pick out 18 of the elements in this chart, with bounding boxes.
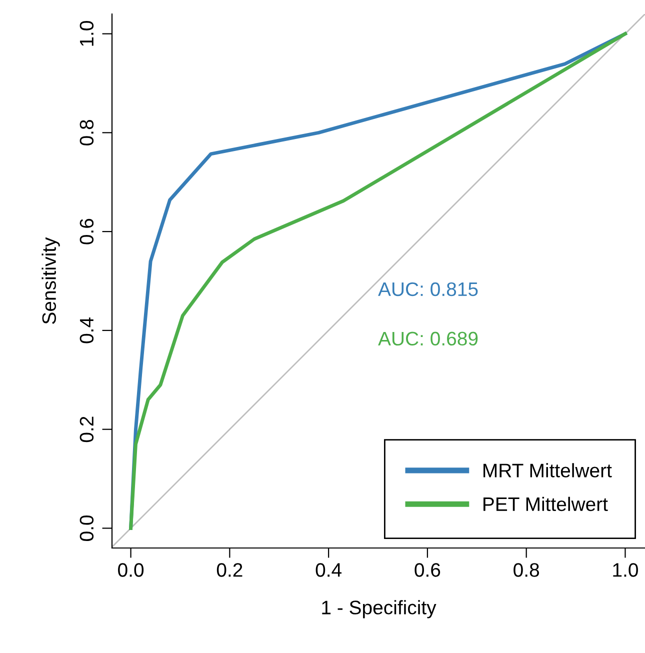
- y-tick-label: 1.0: [80, 21, 94, 46]
- y-tick-label: 0.4: [80, 317, 94, 344]
- x-axis-title: 1 - Specificity: [322, 600, 436, 618]
- x-tick-label: 0.8: [514, 563, 540, 577]
- annotation: AUC: 0.689: [378, 332, 478, 346]
- x-tick-label: 0.4: [316, 563, 342, 577]
- y-tick-label: 0.0: [80, 515, 94, 541]
- legend-label: PET Mittelwert: [484, 496, 608, 512]
- y-tick-label: 0.6: [80, 218, 94, 244]
- x-tick-label: 0.2: [216, 563, 242, 577]
- x-tick-label: 1.0: [613, 563, 638, 577]
- y-tick-label: 0.2: [80, 416, 94, 442]
- x-tick-label: 0.6: [414, 563, 440, 577]
- annotation: AUC: 0.815: [378, 282, 478, 296]
- y-axis-title: Sensitivity: [42, 237, 60, 324]
- x-tick-label: 0.0: [118, 563, 144, 577]
- y-tick-label: 0.8: [80, 120, 94, 146]
- legend-label: MRT Mittelwert: [484, 463, 612, 478]
